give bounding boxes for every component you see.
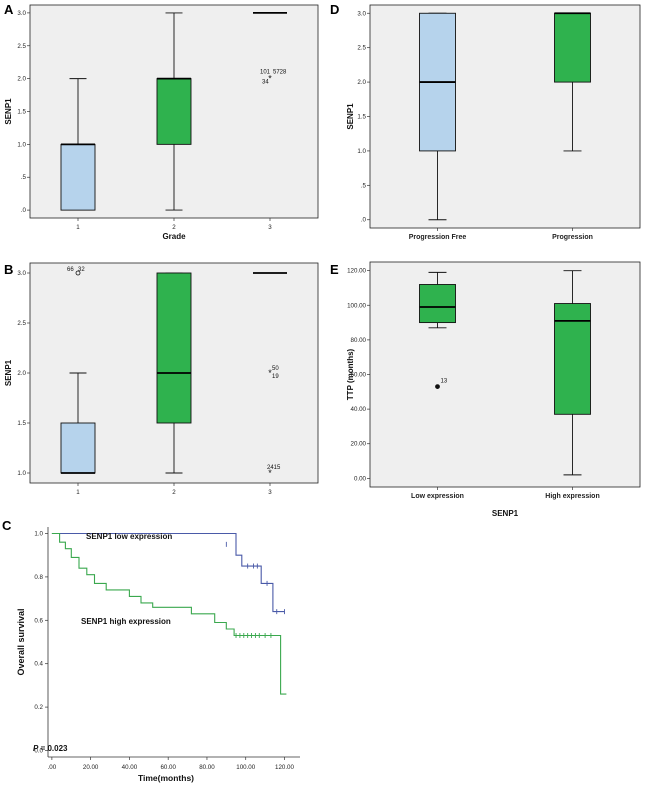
outlier-label: 13 bbox=[441, 379, 448, 385]
p-value-text: = 0.023 bbox=[38, 744, 68, 753]
x-axis-label: SENP1 bbox=[492, 509, 519, 518]
y-tick-label: 2.0 bbox=[357, 79, 366, 86]
y-tick-label: 2.5 bbox=[357, 45, 366, 52]
x-axis-label: Grade bbox=[162, 232, 186, 241]
box bbox=[60, 422, 96, 474]
y-tick-label: 40.00 bbox=[351, 406, 367, 413]
x-tick-label: 100.00 bbox=[236, 764, 255, 771]
y-tick-label: 3.0 bbox=[17, 10, 26, 17]
x-tick-label: 1 bbox=[76, 489, 80, 496]
y-axis-label: Overall survival bbox=[16, 608, 26, 675]
y-tick-label: 80.00 bbox=[351, 337, 367, 344]
y-axis-label: TTP (months) bbox=[346, 348, 355, 400]
x-tick-label: Progression bbox=[552, 234, 593, 241]
x-tick-label: 40.00 bbox=[122, 764, 138, 771]
x-tick-label: Progression Free bbox=[409, 234, 467, 241]
panel-label-b: B bbox=[4, 262, 13, 277]
x-tick-label: 2 bbox=[172, 489, 176, 496]
panel-label-a: A bbox=[4, 2, 14, 17]
y-tick-label: 0.8 bbox=[34, 574, 43, 581]
x-tick-label: 120.00 bbox=[275, 764, 294, 771]
y-tick-label: .0 bbox=[21, 207, 27, 214]
y-axis-label: SENP1 bbox=[4, 98, 13, 125]
y-axis-label: SENP1 bbox=[4, 359, 13, 386]
box-plot-a: .0 .5 1.0 1.5 2.0 2.5 3.0 1 2 3 Grade SENP1 *101 5728… bbox=[4, 4, 319, 241]
x-tick-label: 1 bbox=[76, 224, 80, 231]
survival-line bbox=[51, 532, 285, 613]
y-tick-label: 20.00 bbox=[351, 441, 367, 448]
x-tick-label: Low expression bbox=[411, 493, 464, 500]
x-tick-label: 80.00 bbox=[199, 764, 215, 771]
outlier-label: 5728 bbox=[273, 70, 287, 76]
y-tick-label: 0.00 bbox=[354, 475, 367, 482]
y-tick-label: 0.4 bbox=[34, 661, 43, 668]
x-tick-label: 3 bbox=[268, 489, 272, 496]
outlier-marker bbox=[435, 384, 440, 390]
y-tick-label: 2.5 bbox=[17, 43, 26, 50]
survival-line bbox=[51, 532, 287, 695]
box-plot-e: 0.00 20.00 40.00 60.00 80.00 100.00 120.00 Low … bbox=[346, 261, 641, 518]
p-symbol: P bbox=[33, 744, 39, 753]
panel-label-c: C bbox=[2, 518, 12, 533]
box bbox=[60, 143, 96, 211]
y-tick-label: 60.00 bbox=[351, 372, 367, 379]
x-tick-label: 2 bbox=[172, 224, 176, 231]
y-tick-label: 2.0 bbox=[17, 370, 26, 377]
outlier-label: 50 bbox=[272, 366, 279, 372]
y-tick-label: .5 bbox=[21, 174, 27, 181]
y-tick-label: 2.5 bbox=[17, 320, 26, 327]
outlier-marker: * bbox=[268, 468, 272, 478]
box bbox=[554, 303, 591, 415]
y-tick-label: 1.5 bbox=[17, 420, 26, 427]
y-tick-label: 3.0 bbox=[357, 10, 366, 17]
outlier-marker: * bbox=[268, 368, 272, 378]
box bbox=[554, 12, 591, 83]
x-tick-label: 3 bbox=[268, 224, 272, 231]
y-tick-label: 0.6 bbox=[34, 617, 43, 624]
y-tick-label: 2.0 bbox=[17, 76, 26, 83]
panel-label-d: D bbox=[330, 2, 339, 17]
y-tick-label: 1.5 bbox=[17, 109, 26, 116]
y-tick-label: .5 bbox=[361, 182, 367, 189]
y-tick-label: 3.0 bbox=[17, 270, 26, 277]
y-tick-label: 0.2 bbox=[34, 704, 43, 711]
x-tick-label: .00 bbox=[48, 764, 57, 771]
y-tick-label: 120.00 bbox=[347, 268, 366, 275]
p-value: P = 0.023 bbox=[33, 744, 68, 753]
x-tick-label: High expression bbox=[545, 493, 599, 500]
km-low-label: SENP1 low expression bbox=[86, 532, 172, 541]
x-tick-label: 60.00 bbox=[160, 764, 176, 771]
y-tick-label: 1.0 bbox=[17, 470, 26, 477]
x-axis-label: Time(months) bbox=[138, 773, 194, 783]
survival-curve-c: 0.0 0.2 0.4 0.6 0.8 1.0 .00 20.00 40.00 60.00 80.0… bbox=[16, 527, 300, 783]
outlier-label: 2415 bbox=[267, 465, 281, 471]
box bbox=[156, 78, 192, 145]
outlier-label: 34 bbox=[262, 80, 269, 86]
y-tick-label: 100.00 bbox=[347, 302, 366, 309]
outlier-label: 66 bbox=[67, 267, 74, 273]
box bbox=[419, 284, 456, 324]
outlier-marker bbox=[75, 270, 81, 276]
outlier-label: 19 bbox=[272, 374, 279, 380]
outlier-label: 101 bbox=[260, 70, 271, 76]
y-tick-label: 1.0 bbox=[34, 531, 43, 538]
km-high-label: SENP1 high expression bbox=[81, 617, 171, 626]
x-tick-label: 20.00 bbox=[83, 764, 99, 771]
box bbox=[156, 272, 192, 424]
box-plot-d: .0 .5 1.0 1.5 2.0 2.5 3.0 Progression Free Progr… bbox=[346, 4, 641, 241]
plot-area bbox=[369, 261, 641, 488]
y-tick-label: 1.0 bbox=[17, 141, 26, 148]
y-axis-label: SENP1 bbox=[346, 103, 355, 130]
y-tick-label: 0.0 bbox=[34, 747, 43, 754]
y-tick-label: 1.0 bbox=[357, 148, 366, 155]
y-tick-label: .0 bbox=[361, 217, 367, 224]
plot-area bbox=[369, 4, 641, 229]
y-tick-label: 1.5 bbox=[357, 114, 366, 121]
outlier-label: 32 bbox=[78, 267, 85, 273]
outlier-marker: * bbox=[268, 74, 272, 84]
panel-label-e: E bbox=[330, 262, 339, 277]
